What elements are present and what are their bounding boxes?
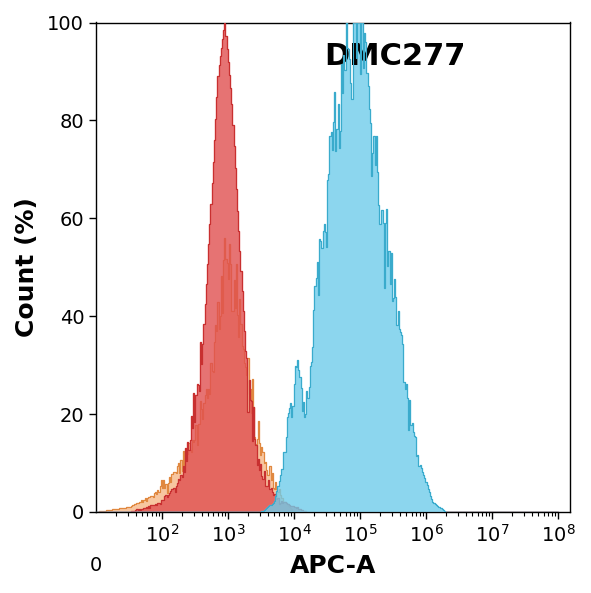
Polygon shape [96, 23, 558, 512]
Polygon shape [96, 0, 558, 512]
Polygon shape [96, 238, 558, 512]
Y-axis label: Count (%): Count (%) [15, 197, 39, 337]
Text: 0: 0 [90, 556, 102, 575]
X-axis label: APC-A: APC-A [290, 554, 376, 578]
Text: DMC277: DMC277 [324, 42, 465, 71]
